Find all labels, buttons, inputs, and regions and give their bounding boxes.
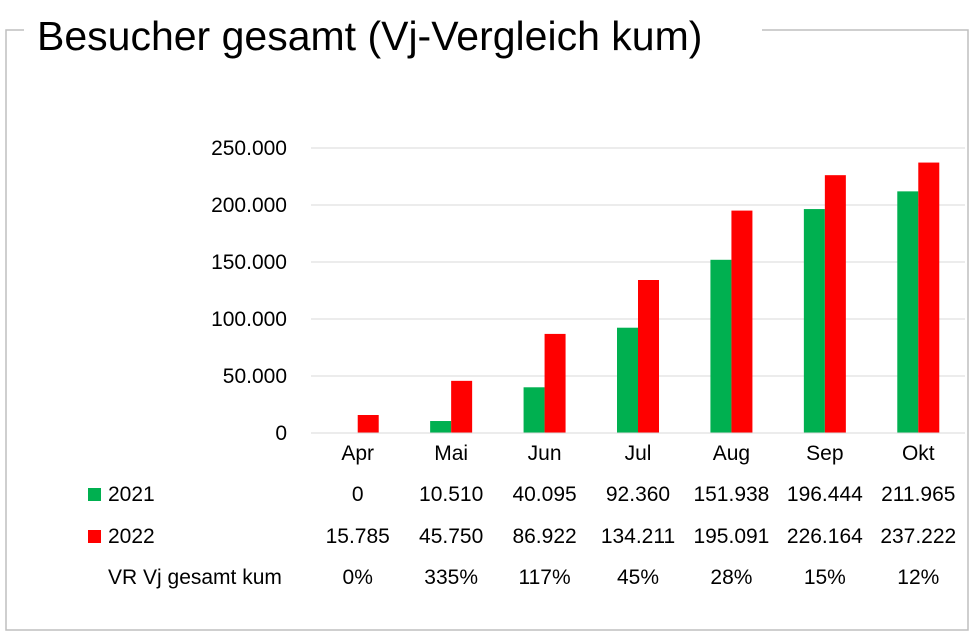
legend-swatch-2022: [88, 530, 101, 543]
legend-swatch-2021: [88, 488, 101, 501]
bar-2022-Mai: [451, 380, 473, 433]
chart-title: Besucher gesamt (Vj-Vergleich kum): [37, 13, 702, 59]
x-category-label: Jun: [528, 442, 562, 465]
bar-2021-Mai: [430, 421, 452, 433]
table-cell: 151.938: [693, 483, 769, 506]
bar-2022-Sep: [824, 175, 846, 433]
table-cell: 0: [352, 483, 364, 506]
y-tick-label: 50.000: [223, 365, 287, 388]
x-category-label: Aug: [713, 442, 750, 465]
table-cell: 15%: [804, 566, 846, 589]
y-tick-label: 150.000: [211, 251, 287, 274]
bar-2021-Aug: [710, 259, 732, 433]
table-cell: 15.785: [326, 525, 390, 548]
title-background: [24, 4, 762, 58]
x-category-label: Apr: [341, 442, 374, 465]
data-table: 2021 0 10.510 40.095 92.360 151.938 196.444 211…: [88, 483, 956, 589]
y-tick-label: 250.000: [211, 137, 287, 160]
x-category-label: Mai: [434, 442, 468, 465]
bar-2021-Jun: [523, 387, 545, 433]
table-cell: 335%: [424, 566, 478, 589]
table-cell: 117%: [518, 566, 570, 589]
table-cell: 92.360: [606, 483, 670, 506]
y-tick-label: 200.000: [211, 194, 287, 217]
bar-2022-Jul: [638, 279, 659, 433]
table-cell: 28%: [710, 566, 752, 589]
table-cell: 45%: [617, 566, 659, 589]
bar-2022-Aug: [731, 210, 753, 433]
table-cell: 86.922: [512, 525, 576, 548]
table-cell: 10.510: [419, 483, 483, 506]
table-cell: 0%: [343, 566, 373, 589]
x-category-label: Jul: [625, 442, 652, 465]
table-row-label-vr: VR Vj gesamt kum: [108, 566, 282, 589]
table-cell: 134.211: [601, 525, 675, 548]
bar-2021-Sep: [803, 209, 825, 433]
bar-2022-Okt: [918, 162, 940, 433]
bar-2021-Okt: [897, 191, 919, 433]
bar-2022-Apr: [357, 415, 379, 433]
bar-2022-Jun: [544, 333, 566, 433]
table-cell: 40.095: [512, 483, 576, 506]
y-tick-label: 100.000: [211, 308, 287, 331]
table-cell: 12%: [897, 566, 939, 589]
table-cell: 226.164: [787, 525, 863, 548]
bars: [357, 162, 940, 433]
x-category-label: Sep: [806, 442, 843, 465]
table-cell: 211.965: [881, 483, 955, 506]
x-axis-categories: Apr Mai Jun Jul Aug Sep Okt: [341, 442, 934, 465]
y-axis-ticks: 0 50.000 100.000 150.000 200.000 250.000: [211, 137, 287, 445]
bar-2021-Jul: [617, 327, 638, 433]
legend-label-2021: 2021: [108, 483, 155, 506]
x-category-label: Okt: [902, 442, 935, 465]
legend-label-2022: 2022: [108, 525, 155, 548]
table-cell: 45.750: [419, 525, 483, 548]
table-cell: 237.222: [880, 525, 956, 548]
table-cell: 196.444: [787, 483, 863, 506]
table-cell: 195.091: [693, 525, 769, 548]
y-tick-label: 0: [275, 422, 287, 445]
